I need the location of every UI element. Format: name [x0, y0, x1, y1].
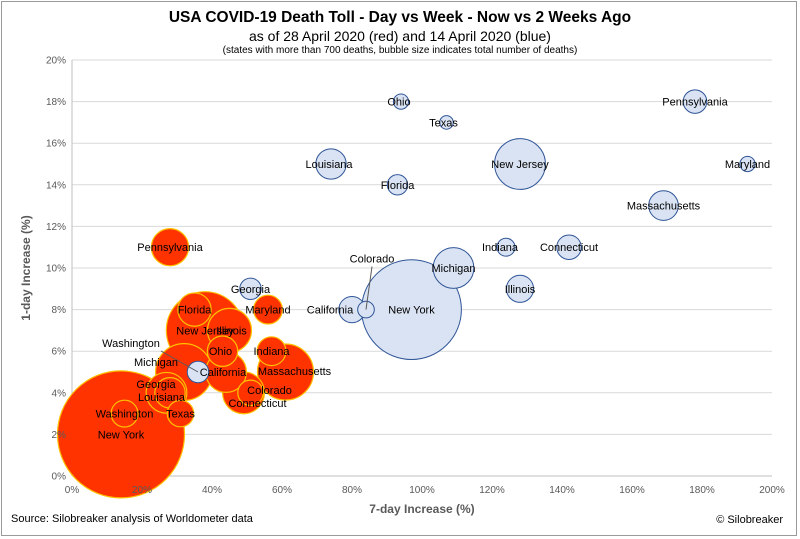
x-tick-label: 140%	[549, 485, 575, 496]
x-tick-label: 40%	[202, 485, 222, 496]
blue-label-texas: Texas	[429, 117, 458, 129]
blue-label-ohio: Ohio	[387, 97, 410, 109]
y-tick-label: 12%	[46, 222, 66, 233]
blue-label-massachusetts: Massachusetts	[627, 201, 701, 213]
red-bubble-florida	[177, 292, 212, 327]
red-bubble-indiana	[256, 336, 287, 367]
red-bubble-pennsylvania	[150, 228, 190, 267]
red-bubble-maryland	[253, 294, 284, 325]
red-bubble-colorado	[237, 379, 264, 407]
blue-bubble-connecticut	[556, 234, 582, 260]
series-28-april	[56, 228, 315, 499]
red-bubble-washington	[110, 399, 139, 428]
blue-label-colorado: Colorado	[350, 254, 395, 266]
y-axis-label: 1-day Increase (%)	[19, 215, 33, 320]
blue-label-georgia: Georgia	[231, 284, 271, 296]
red-label-maryland: Maryland	[245, 305, 290, 317]
red-label-ohio: Ohio	[209, 346, 232, 358]
blue-bubble-indiana	[496, 237, 516, 257]
leader-line	[365, 266, 373, 310]
x-tick-label: 180%	[689, 485, 715, 496]
x-tick-label: 200%	[759, 485, 785, 496]
red-label-illinois: Illinois	[216, 325, 247, 337]
y-tick-label: 10%	[46, 264, 66, 275]
y-tick-label: 16%	[46, 139, 66, 150]
blue-label-california: California	[307, 305, 354, 317]
x-tick-label: 20%	[132, 485, 152, 496]
blue-bubble-new-jersey	[494, 138, 546, 190]
y-tick-label: 18%	[46, 97, 66, 108]
x-tick-label: 80%	[342, 485, 362, 496]
chart-subtitle: as of 28 April 2020 (red) and 14 April 2…	[249, 28, 551, 44]
source-note: Source: Silobreaker analysis of Worldome…	[11, 513, 253, 525]
red-label-connecticut: Connecticut	[228, 398, 286, 410]
y-tick-label: 4%	[52, 388, 67, 399]
x-tick-label: 60%	[272, 485, 292, 496]
red-label-washington: Washington	[96, 409, 154, 421]
y-tick-label: 14%	[46, 180, 66, 191]
red-label-new-york: New York	[98, 429, 145, 441]
blue-label-florida: Florida	[381, 180, 416, 192]
blue-bubble-pennsylvania	[682, 89, 708, 114]
blue-label-washington: Washington	[102, 338, 160, 350]
blue-bubble-georgia	[239, 277, 262, 301]
blue-label-pennsylvania: Pennsylvania	[662, 97, 728, 109]
blue-bubble-maryland	[739, 155, 756, 173]
blue-label-new-jersey: New Jersey	[491, 159, 549, 171]
y-tick-label: 20%	[46, 56, 66, 67]
series-14-april	[186, 89, 756, 384]
leader-line	[160, 350, 199, 373]
red-label-florida: Florida	[178, 305, 213, 317]
blue-bubble-florida	[386, 174, 409, 196]
chart-note: (states with more than 700 deaths, bubbl…	[222, 45, 578, 56]
red-label-colorado: Colorado	[247, 385, 292, 397]
blue-label-connecticut: Connecticut	[540, 242, 598, 254]
y-tick-label: 2%	[52, 430, 67, 441]
blue-bubble-michigan	[432, 247, 475, 289]
x-tick-label: 100%	[409, 485, 435, 496]
red-label-texas: Texas	[166, 409, 195, 421]
red-label-massachusetts: Massachusetts	[258, 366, 332, 378]
blue-bubble-louisiana	[315, 148, 347, 180]
y-tick-label: 8%	[52, 305, 67, 316]
tick-labels: 0% 20% 40% 60% 80% 100% 120% 140% 160% 180% 200% 0%…	[46, 56, 785, 497]
blue-label-new-york: New York	[388, 305, 435, 317]
gridlines	[72, 59, 772, 435]
x-axis-label: 7-day Increase (%)	[369, 502, 474, 516]
y-tick-label: 0%	[52, 472, 67, 483]
x-tick-label: 0%	[65, 485, 80, 496]
blue-bubble-massachusetts	[648, 190, 679, 221]
blue-label-maryland: Maryland	[725, 159, 770, 171]
blue-label-louisiana: Louisiana	[305, 159, 353, 171]
red-label-louisiana: Louisiana	[138, 392, 186, 404]
y-tick-label: 6%	[52, 347, 67, 358]
blue-bubble-illinois	[505, 274, 535, 303]
red-label-georgia: Georgia	[136, 379, 176, 391]
leader-lines	[160, 266, 373, 373]
red-label-new-jersey: New Jersey	[176, 325, 234, 337]
chart-title: USA COVID-19 Death Toll - Day vs Week - …	[168, 9, 632, 26]
blue-label-illinois: Illinois	[505, 284, 536, 296]
red-label-pennsylvania: Pennsylvania	[137, 242, 203, 254]
blue-label-indiana: Indiana	[482, 242, 519, 254]
red-label-indiana: Indiana	[253, 346, 290, 358]
blue-bubble-texas	[439, 115, 454, 130]
red-label-california: California	[200, 367, 247, 379]
x-tick-label: 160%	[619, 485, 645, 496]
blue-bubble-ohio	[392, 93, 410, 110]
blue-label-michigan: Michigan	[431, 263, 475, 275]
red-label-michigan: Michigan	[134, 357, 178, 369]
red-bubble-ohio	[206, 335, 239, 367]
copyright-note: © Silobreaker	[716, 514, 783, 526]
x-tick-label: 120%	[479, 485, 505, 496]
red-bubble-texas	[166, 399, 195, 428]
